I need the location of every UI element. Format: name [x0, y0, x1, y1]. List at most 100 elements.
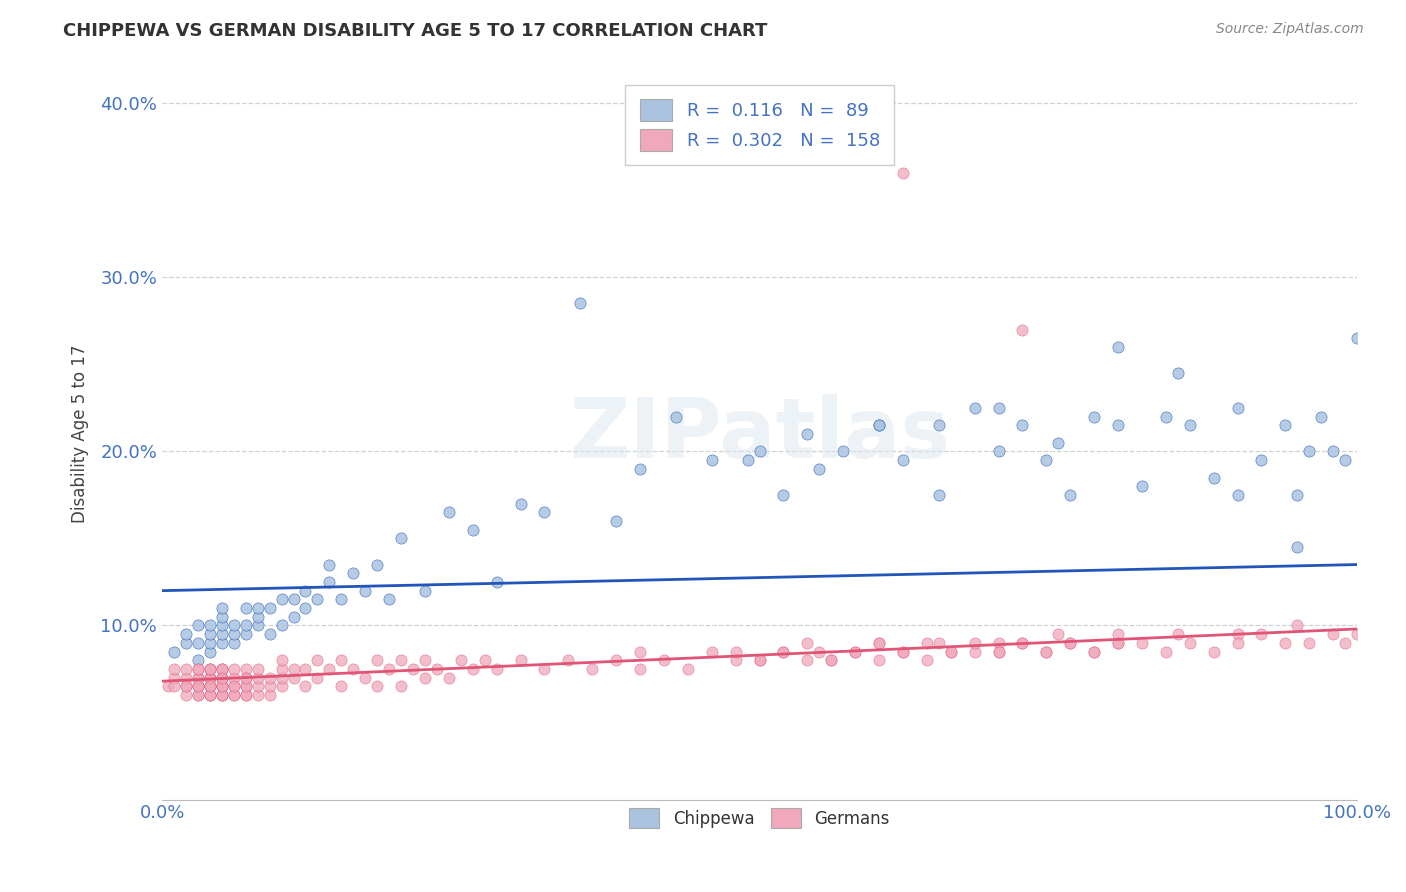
- Point: [354, 583, 377, 598]
- Point: [211, 671, 233, 685]
- Point: [198, 688, 221, 702]
- Point: [1226, 401, 1249, 415]
- Point: [235, 627, 257, 641]
- Point: [963, 644, 986, 658]
- Point: [1346, 627, 1368, 641]
- Point: [211, 688, 233, 702]
- Point: [211, 679, 233, 693]
- Point: [235, 601, 257, 615]
- Point: [246, 601, 269, 615]
- Point: [1011, 322, 1033, 336]
- Text: ZIPatlas: ZIPatlas: [569, 393, 950, 475]
- Point: [402, 662, 425, 676]
- Point: [211, 636, 233, 650]
- Point: [235, 618, 257, 632]
- Point: [235, 688, 257, 702]
- Point: [246, 671, 269, 685]
- Point: [211, 688, 233, 702]
- Point: [211, 671, 233, 685]
- Point: [891, 644, 914, 658]
- Point: [270, 671, 292, 685]
- Point: [222, 636, 245, 650]
- Point: [330, 592, 353, 607]
- Point: [1011, 636, 1033, 650]
- Point: [437, 505, 460, 519]
- Point: [198, 688, 221, 702]
- Point: [1226, 488, 1249, 502]
- Point: [808, 644, 831, 658]
- Point: [307, 592, 329, 607]
- Point: [211, 662, 233, 676]
- Point: [1011, 418, 1033, 433]
- Point: [868, 636, 890, 650]
- Point: [222, 679, 245, 693]
- Point: [557, 653, 579, 667]
- Point: [246, 688, 269, 702]
- Point: [772, 488, 794, 502]
- Point: [1226, 627, 1249, 641]
- Point: [509, 653, 531, 667]
- Point: [461, 662, 484, 676]
- Point: [198, 679, 221, 693]
- Point: [174, 662, 197, 676]
- Point: [1011, 636, 1033, 650]
- Point: [198, 671, 221, 685]
- Point: [235, 679, 257, 693]
- Point: [1250, 453, 1272, 467]
- Point: [378, 662, 401, 676]
- Point: [987, 644, 1010, 658]
- Point: [294, 679, 316, 693]
- Point: [222, 688, 245, 702]
- Point: [283, 609, 305, 624]
- Point: [235, 679, 257, 693]
- Point: [307, 671, 329, 685]
- Point: [509, 497, 531, 511]
- Point: [772, 644, 794, 658]
- Point: [928, 636, 950, 650]
- Point: [1167, 627, 1189, 641]
- Point: [533, 505, 555, 519]
- Point: [450, 653, 472, 667]
- Point: [737, 453, 759, 467]
- Point: [198, 644, 221, 658]
- Point: [796, 427, 818, 442]
- Point: [174, 679, 197, 693]
- Point: [198, 662, 221, 676]
- Point: [1167, 366, 1189, 380]
- Point: [174, 636, 197, 650]
- Point: [187, 688, 209, 702]
- Point: [187, 662, 209, 676]
- Point: [1107, 627, 1129, 641]
- Point: [211, 601, 233, 615]
- Point: [1178, 636, 1201, 650]
- Point: [222, 662, 245, 676]
- Point: [1130, 636, 1153, 650]
- Point: [485, 574, 508, 589]
- Point: [389, 653, 412, 667]
- Point: [891, 453, 914, 467]
- Point: [1047, 435, 1070, 450]
- Point: [246, 679, 269, 693]
- Point: [389, 532, 412, 546]
- Point: [235, 671, 257, 685]
- Point: [270, 679, 292, 693]
- Point: [187, 688, 209, 702]
- Point: [485, 662, 508, 676]
- Point: [868, 418, 890, 433]
- Point: [928, 488, 950, 502]
- Point: [569, 296, 592, 310]
- Point: [1130, 479, 1153, 493]
- Point: [1083, 409, 1105, 424]
- Point: [211, 662, 233, 676]
- Point: [1178, 418, 1201, 433]
- Point: [330, 679, 353, 693]
- Point: [1154, 644, 1177, 658]
- Point: [163, 662, 186, 676]
- Text: Source: ZipAtlas.com: Source: ZipAtlas.com: [1216, 22, 1364, 37]
- Point: [198, 636, 221, 650]
- Point: [187, 662, 209, 676]
- Point: [581, 662, 603, 676]
- Point: [1250, 627, 1272, 641]
- Point: [1334, 636, 1357, 650]
- Point: [1334, 453, 1357, 467]
